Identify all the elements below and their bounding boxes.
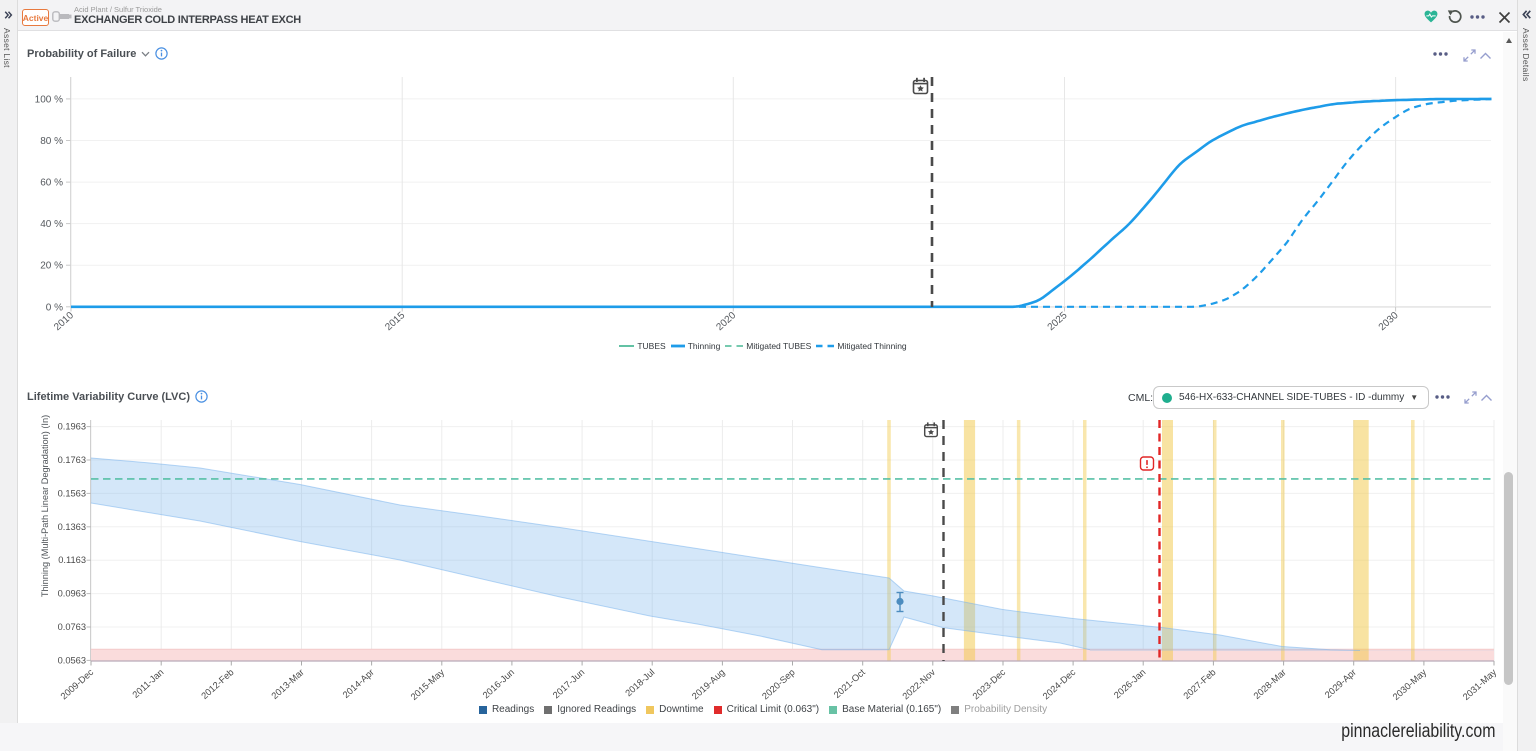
- svg-text:2024-Dec: 2024-Dec: [1041, 667, 1078, 702]
- svg-text:80 %: 80 %: [40, 136, 63, 147]
- svg-text:2015-May: 2015-May: [409, 667, 447, 702]
- svg-text:2021-Oct: 2021-Oct: [832, 667, 867, 700]
- svg-text:0.0963: 0.0963: [58, 589, 86, 599]
- svg-text:2031-May: 2031-May: [1461, 667, 1499, 702]
- svg-text:2009-Dec: 2009-Dec: [59, 667, 96, 702]
- svg-text:2030: 2030: [1377, 310, 1401, 333]
- svg-text:20 %: 20 %: [40, 261, 63, 272]
- svg-text:2013-Mar: 2013-Mar: [270, 667, 306, 701]
- svg-text:0 %: 0 %: [46, 302, 63, 313]
- svg-text:2022-Nov: 2022-Nov: [900, 667, 937, 702]
- svg-text:2020-Sep: 2020-Sep: [760, 667, 797, 701]
- svg-text:2014-Apr: 2014-Apr: [341, 667, 376, 700]
- svg-text:0.1163: 0.1163: [58, 555, 86, 565]
- svg-text:0.0763: 0.0763: [58, 622, 86, 632]
- svg-text:2011-Jan: 2011-Jan: [131, 667, 166, 700]
- svg-text:2023-Dec: 2023-Dec: [971, 667, 1008, 702]
- svg-text:0.1563: 0.1563: [58, 488, 86, 498]
- svg-text:2025: 2025: [1046, 310, 1070, 333]
- svg-text:Thinning (Multi-Path Linear De: Thinning (Multi-Path Linear Degradation)…: [40, 415, 50, 597]
- svg-text:2030-May: 2030-May: [1391, 667, 1429, 702]
- svg-text:2015: 2015: [383, 310, 407, 333]
- svg-text:2029-Apr: 2029-Apr: [1323, 667, 1358, 700]
- svg-text:60 %: 60 %: [40, 178, 63, 189]
- svg-text:2017-Jun: 2017-Jun: [551, 667, 587, 700]
- svg-text:0.1363: 0.1363: [58, 522, 86, 532]
- svg-text:2016-Jun: 2016-Jun: [481, 667, 517, 700]
- svg-text:2019-Aug: 2019-Aug: [690, 667, 727, 701]
- svg-text:2018-Jul: 2018-Jul: [623, 667, 656, 698]
- svg-text:100 %: 100 %: [35, 94, 63, 105]
- svg-text:0.0563: 0.0563: [58, 655, 86, 665]
- svg-text:2020: 2020: [714, 310, 738, 333]
- svg-text:2027-Feb: 2027-Feb: [1181, 667, 1217, 701]
- svg-text:2026-Jan: 2026-Jan: [1112, 667, 1148, 700]
- svg-text:0.1763: 0.1763: [58, 455, 86, 465]
- svg-text:2012-Feb: 2012-Feb: [199, 667, 235, 701]
- svg-text:0.1963: 0.1963: [58, 422, 86, 432]
- svg-text:2028-Mar: 2028-Mar: [1252, 667, 1288, 701]
- svg-text:40 %: 40 %: [40, 219, 63, 230]
